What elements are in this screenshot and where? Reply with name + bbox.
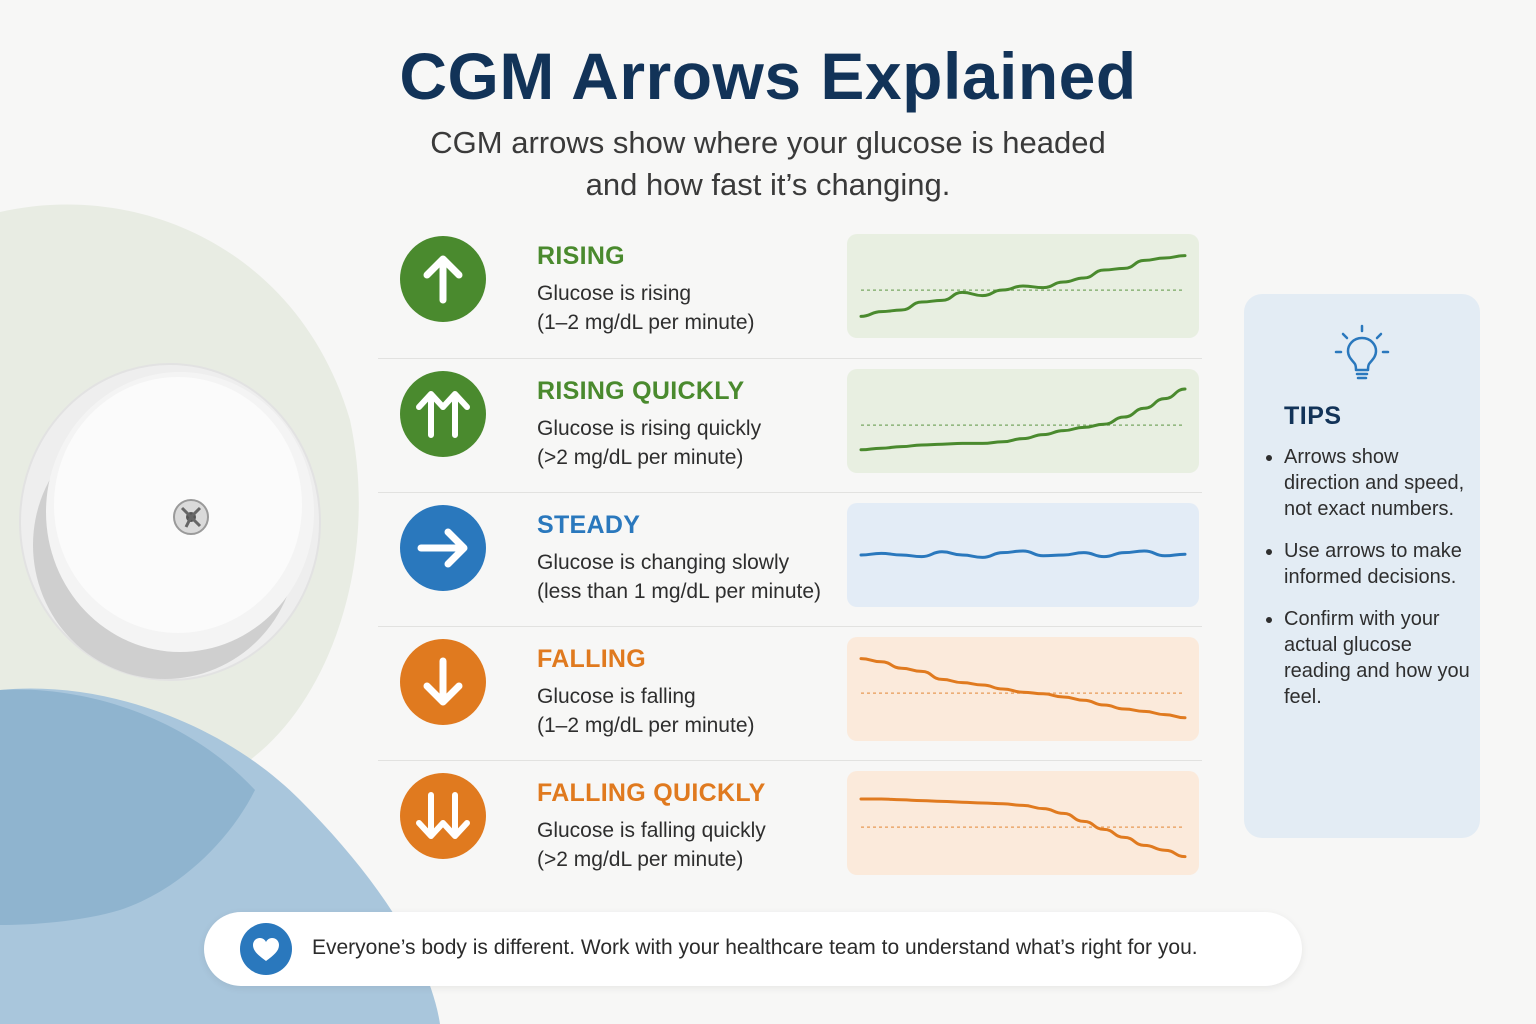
lightbulb-icon [1334, 324, 1390, 380]
double-down-arrow-icon [400, 773, 486, 859]
trend-chart-rising [847, 234, 1199, 338]
tip-item: Confirm with your actual glucose reading… [1264, 606, 1470, 710]
row-description: Glucose is falling [537, 685, 696, 708]
row-description: Glucose is changing slowly [537, 551, 790, 574]
trend-line [859, 657, 1187, 720]
subtitle-line-1: CGM arrows show where your glucose is he… [430, 125, 1106, 160]
cgm-sensor-illustration [19, 363, 321, 681]
trend-chart-falling-quickly [847, 771, 1199, 875]
arrow-row-rising: RISING Glucose is rising (1–2 mg/dL per … [378, 224, 1202, 358]
row-description: Glucose is falling quickly [537, 819, 766, 842]
row-rate: (1–2 mg/dL per minute) [537, 311, 755, 334]
row-title: FALLING [537, 645, 647, 673]
row-rate: (>2 mg/dL per minute) [537, 446, 744, 469]
page-subtitle: CGM arrows show where your glucose is he… [0, 122, 1536, 206]
trend-chart-falling [847, 637, 1199, 741]
trend-chart-rising-quickly [847, 369, 1199, 473]
row-title: RISING [537, 242, 625, 270]
subtitle-line-2: and how fast it’s changing. [585, 167, 951, 202]
tips-list: Arrows show direction and speed, not exa… [1264, 444, 1470, 726]
footer-note: Everyone’s body is different. Work with … [204, 912, 1302, 986]
tip-item: Arrows show direction and speed, not exa… [1264, 444, 1470, 522]
trend-line [859, 254, 1187, 318]
row-rate: (less than 1 mg/dL per minute) [537, 580, 822, 603]
row-title: FALLING QUICKLY [537, 779, 766, 807]
row-description: Glucose is rising quickly [537, 417, 762, 440]
heart-icon [240, 923, 292, 975]
arrow-row-steady: STEADY Glucose is changing slowly (less … [378, 492, 1202, 626]
row-rate: (>2 mg/dL per minute) [537, 848, 744, 871]
row-rate: (1–2 mg/dL per minute) [537, 714, 755, 737]
tips-title: TIPS [1284, 402, 1342, 430]
row-title: RISING QUICKLY [537, 377, 745, 405]
row-title: STEADY [537, 511, 641, 539]
arrow-row-falling: FALLING Glucose is falling (1–2 mg/dL pe… [378, 626, 1202, 760]
arrow-list: RISING Glucose is rising (1–2 mg/dL per … [378, 224, 1202, 894]
background-blue-blob-dark [0, 689, 255, 925]
double-up-arrow-icon [400, 371, 486, 457]
trend-line [859, 549, 1187, 559]
trend-line [859, 387, 1187, 452]
row-description: Glucose is rising [537, 282, 692, 305]
tips-panel: TIPS Arrows show direction and speed, no… [1244, 294, 1480, 838]
tip-item: Use arrows to make informed decisions. [1264, 538, 1470, 590]
right-arrow-icon [400, 505, 486, 591]
trend-chart-steady [847, 503, 1199, 607]
arrow-row-rising-quickly: RISING QUICKLY Glucose is rising quickly… [378, 358, 1202, 492]
trend-line [859, 797, 1187, 859]
footer-text: Everyone’s body is different. Work with … [312, 936, 1198, 959]
down-arrow-icon [400, 639, 486, 725]
up-arrow-icon [400, 236, 486, 322]
page-title: CGM Arrows Explained [399, 39, 1137, 113]
arrow-row-falling-quickly: FALLING QUICKLY Glucose is falling quick… [378, 760, 1202, 894]
